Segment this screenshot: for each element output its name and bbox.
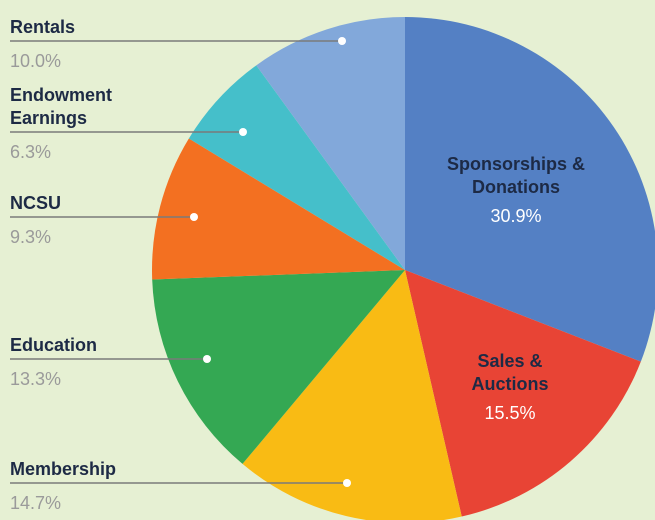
value-label: 6.3% xyxy=(10,142,52,162)
category-label: Sales & Auctions xyxy=(471,351,549,394)
pie-slice xyxy=(188,65,405,271)
leader-dot xyxy=(190,213,198,221)
category-label: Education xyxy=(10,335,98,355)
category-label: Sponsorships & Donations xyxy=(446,154,585,197)
leader-dot xyxy=(343,479,351,487)
leader-dot xyxy=(338,37,346,45)
category-label: NCSU xyxy=(10,193,62,213)
leader-dot xyxy=(203,355,211,363)
pie-slice xyxy=(256,17,405,270)
value-label: 10.0% xyxy=(10,51,62,71)
pie-slice xyxy=(405,270,641,517)
value-label: 15.5% xyxy=(484,403,536,423)
pie-slice xyxy=(152,138,405,280)
pie-slice xyxy=(405,17,655,362)
leader-dot xyxy=(239,128,247,136)
slice-label: Sales & Auctions 15.5% xyxy=(430,350,590,425)
category-label: Endowment Earnings xyxy=(10,85,112,128)
category-label: Rentals xyxy=(10,17,76,37)
value-label: 9.3% xyxy=(10,227,52,247)
value-label: 14.7% xyxy=(10,493,62,513)
value-label: 30.9% xyxy=(490,206,542,226)
pie-slice xyxy=(242,270,462,520)
category-label: Membership xyxy=(10,459,117,479)
value-label: 13.3% xyxy=(10,369,62,389)
pie-slice xyxy=(152,270,405,464)
slice-label: Sponsorships & Donations 30.9% xyxy=(436,153,596,228)
